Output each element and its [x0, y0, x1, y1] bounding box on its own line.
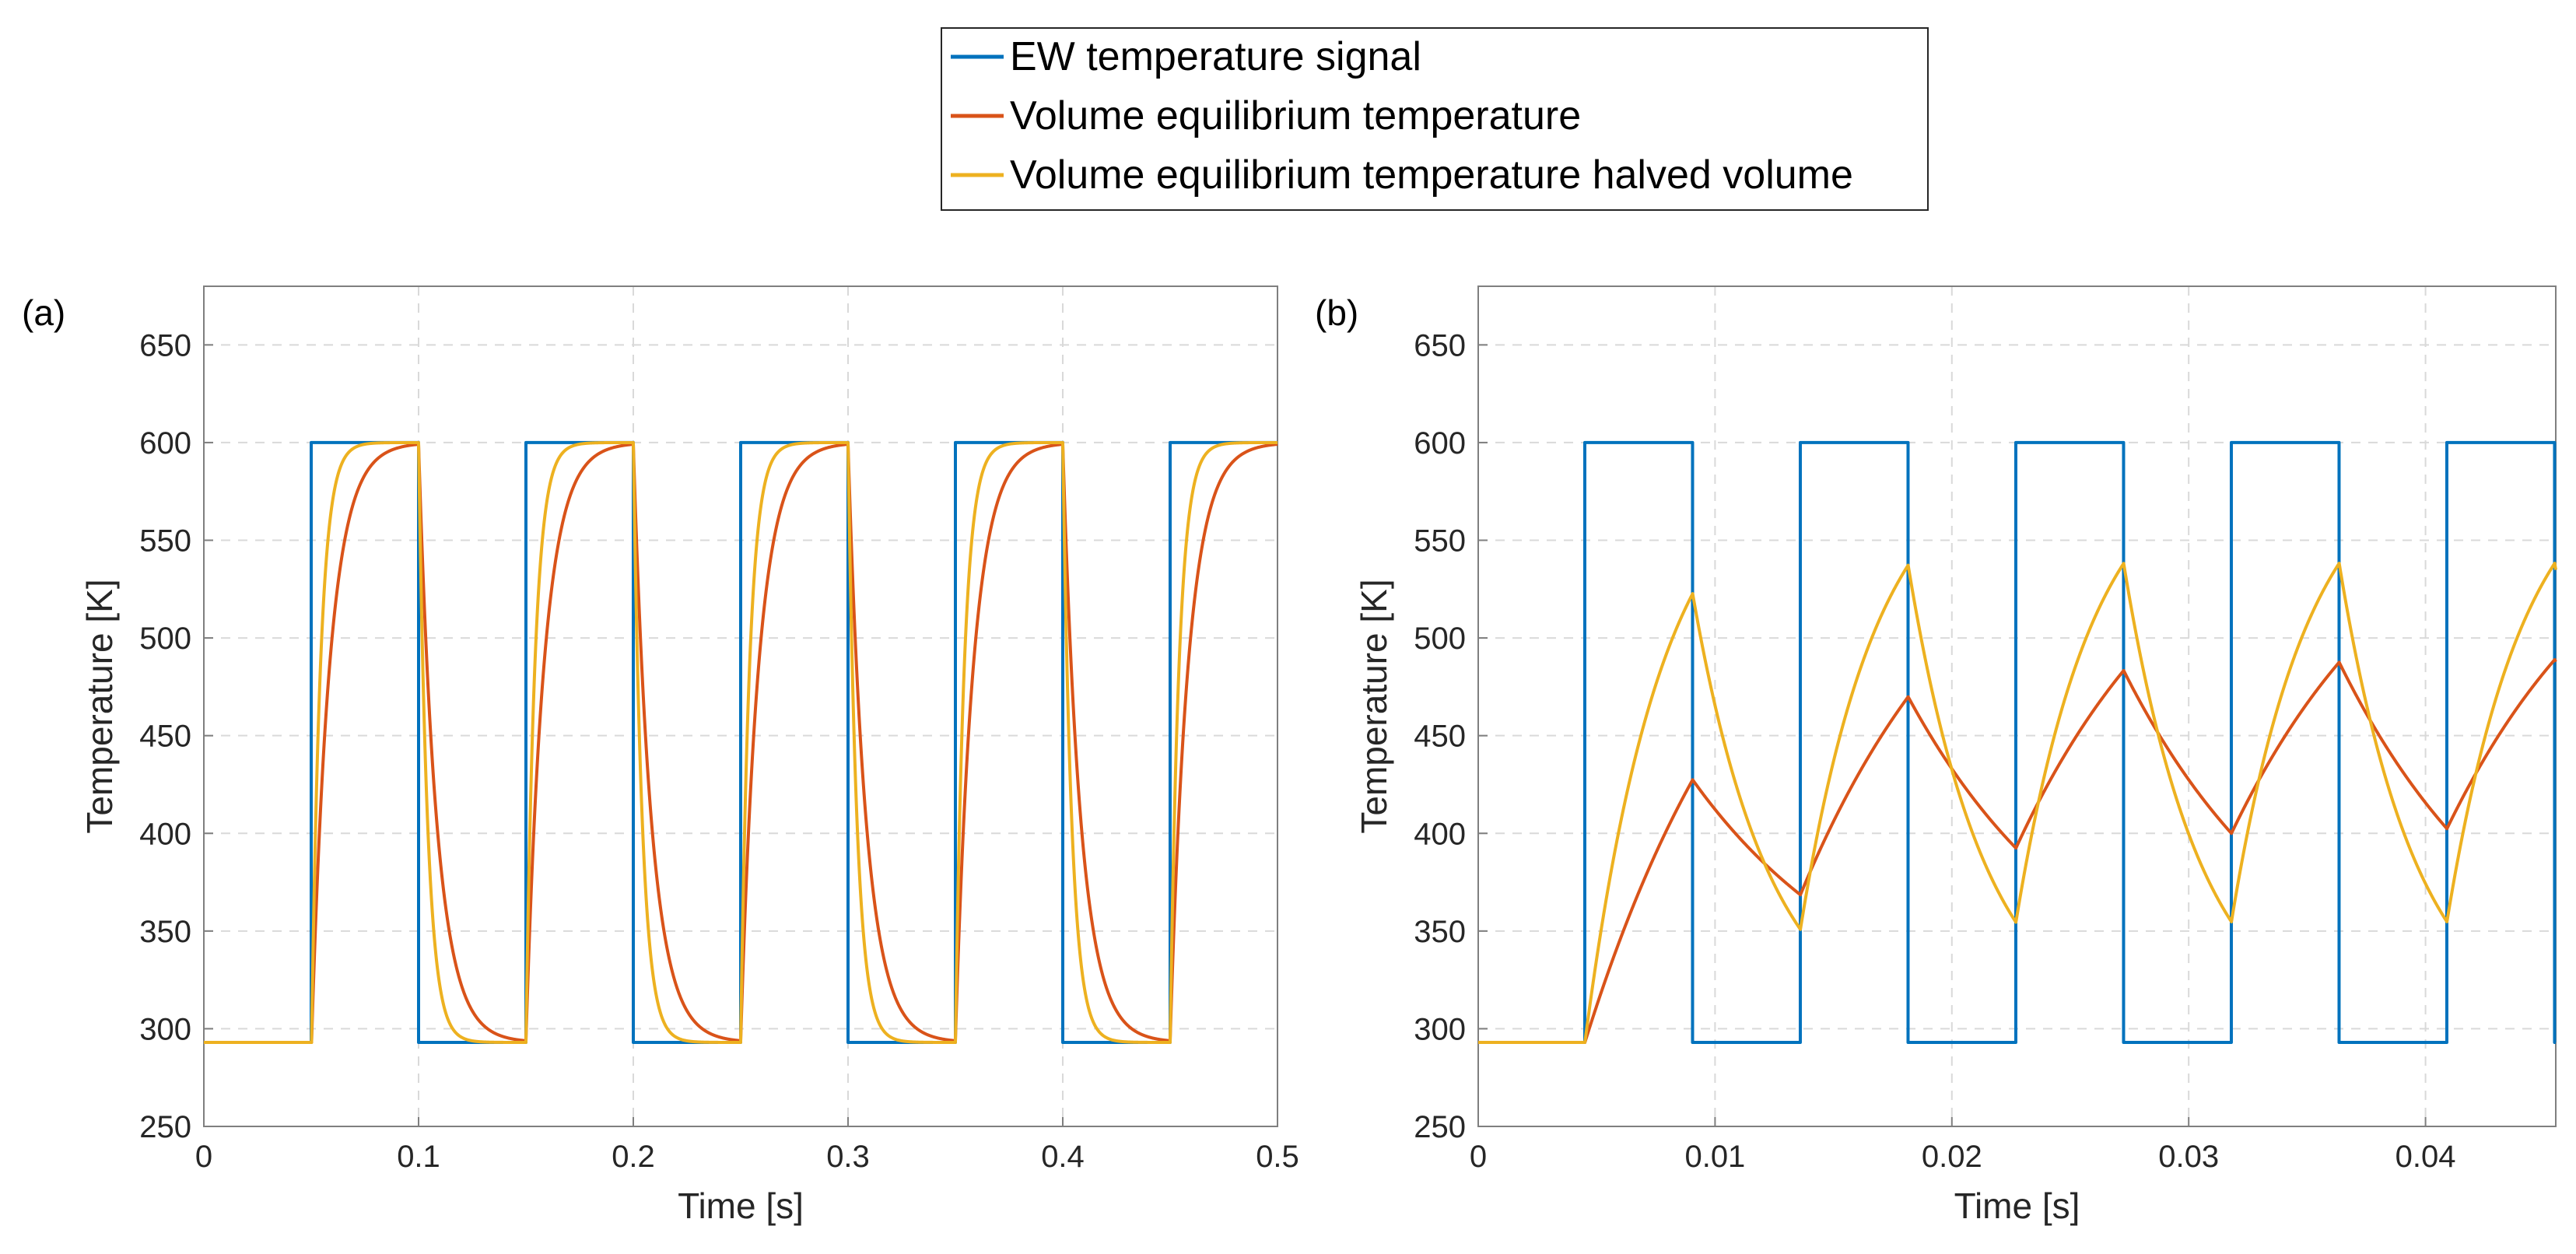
panel-b-xtick-label: 0 [1470, 1140, 1487, 1174]
panel-b-ytick-label: 250 [1414, 1110, 1466, 1144]
panel-b-ylabel: Temperature [K] [1354, 579, 1394, 833]
panel-a-xtick-label: 0.1 [397, 1140, 440, 1174]
panel-b-xtick-label: 0.03 [2158, 1140, 2219, 1174]
panel-b-ytick-label: 450 [1414, 720, 1466, 754]
panel-b-xtick-label: 0.01 [1684, 1140, 1745, 1174]
panel-b-xlabel: Time [s] [1954, 1186, 2080, 1226]
panel-a-axes-box [203, 285, 1278, 1127]
panel-a-ytick-label: 350 [139, 915, 191, 949]
panel-a: (a) 0 0.1 0.2 0.3 0.4 0.5 250 300 350 400 450 500 55… [22, 285, 1299, 1226]
panel-a-xtick-label: 0.3 [826, 1140, 870, 1174]
panel-b-ytick-label: 500 [1414, 622, 1466, 656]
panel-b: (b) 0 0.01 0.02 0.03 0.04 250 300 350 400 450 500 5… [1315, 285, 2557, 1226]
legend-box [941, 27, 1929, 211]
panel-a-series [202, 440, 1279, 1044]
legend: EW temperature signal Volume equilibrium… [941, 27, 1929, 211]
panel-a-ylabel: Temperature [K] [79, 579, 120, 833]
panel-b-ytick-label: 350 [1414, 915, 1466, 949]
panel-a-ytick-label: 500 [139, 622, 191, 656]
panel-a-xtick-label: 0 [195, 1140, 212, 1174]
panel-b-series [1477, 440, 2557, 1044]
panel-a-xtick-label: 0.5 [1256, 1140, 1299, 1174]
panel-a-ytick-label: 600 [139, 426, 191, 461]
panel-a-series-halved [202, 440, 1279, 1044]
panel-b-tick-labels: 0 0.01 0.02 0.03 0.04 250 300 350 400 450 500 550 60… [1414, 328, 2455, 1174]
panel-b-ytick-label: 550 [1414, 524, 1466, 559]
panel-a-ytick-label: 400 [139, 817, 191, 851]
panel-a-series-ew [204, 440, 1277, 1044]
legend-label-ew: EW temperature signal [1010, 34, 1421, 79]
panel-b-ytick-label: 400 [1414, 817, 1466, 851]
panel-a-ytick-label: 450 [139, 720, 191, 754]
panel-b-xtick-label: 0.02 [1922, 1140, 1982, 1174]
panel-b-label: (b) [1315, 292, 1358, 333]
legend-label-halved: Volume equilibrium temperature halved vo… [1010, 152, 1853, 198]
panel-b-ytick-label: 600 [1414, 426, 1466, 461]
panel-a-tick-labels: 0 0.1 0.2 0.3 0.4 0.5 250 300 350 400 450 500 550 600… [139, 328, 1299, 1174]
panel-a-xtick-label: 0.4 [1041, 1140, 1085, 1174]
panel-a-ytick-label: 300 [139, 1012, 191, 1046]
panel-b-series-volume [1477, 657, 2557, 1044]
panel-a-ytick-label: 550 [139, 524, 191, 559]
panel-b-series-ew [1478, 440, 2557, 1044]
panel-a-xlabel: Time [s] [678, 1186, 804, 1226]
panel-a-ytick-label: 650 [139, 328, 191, 363]
panel-a-label: (a) [22, 292, 65, 333]
panel-b-series-halved [1477, 562, 2557, 1044]
panel-a-xtick-label: 0.2 [612, 1140, 655, 1174]
panel-a-ytick-label: 250 [139, 1110, 191, 1144]
panel-b-ytick-label: 650 [1414, 328, 1466, 363]
panel-b-xtick-label: 0.04 [2396, 1140, 2456, 1174]
legend-label-volume: Volume equilibrium temperature [1010, 93, 1581, 138]
panel-b-ytick-label: 300 [1414, 1012, 1466, 1046]
